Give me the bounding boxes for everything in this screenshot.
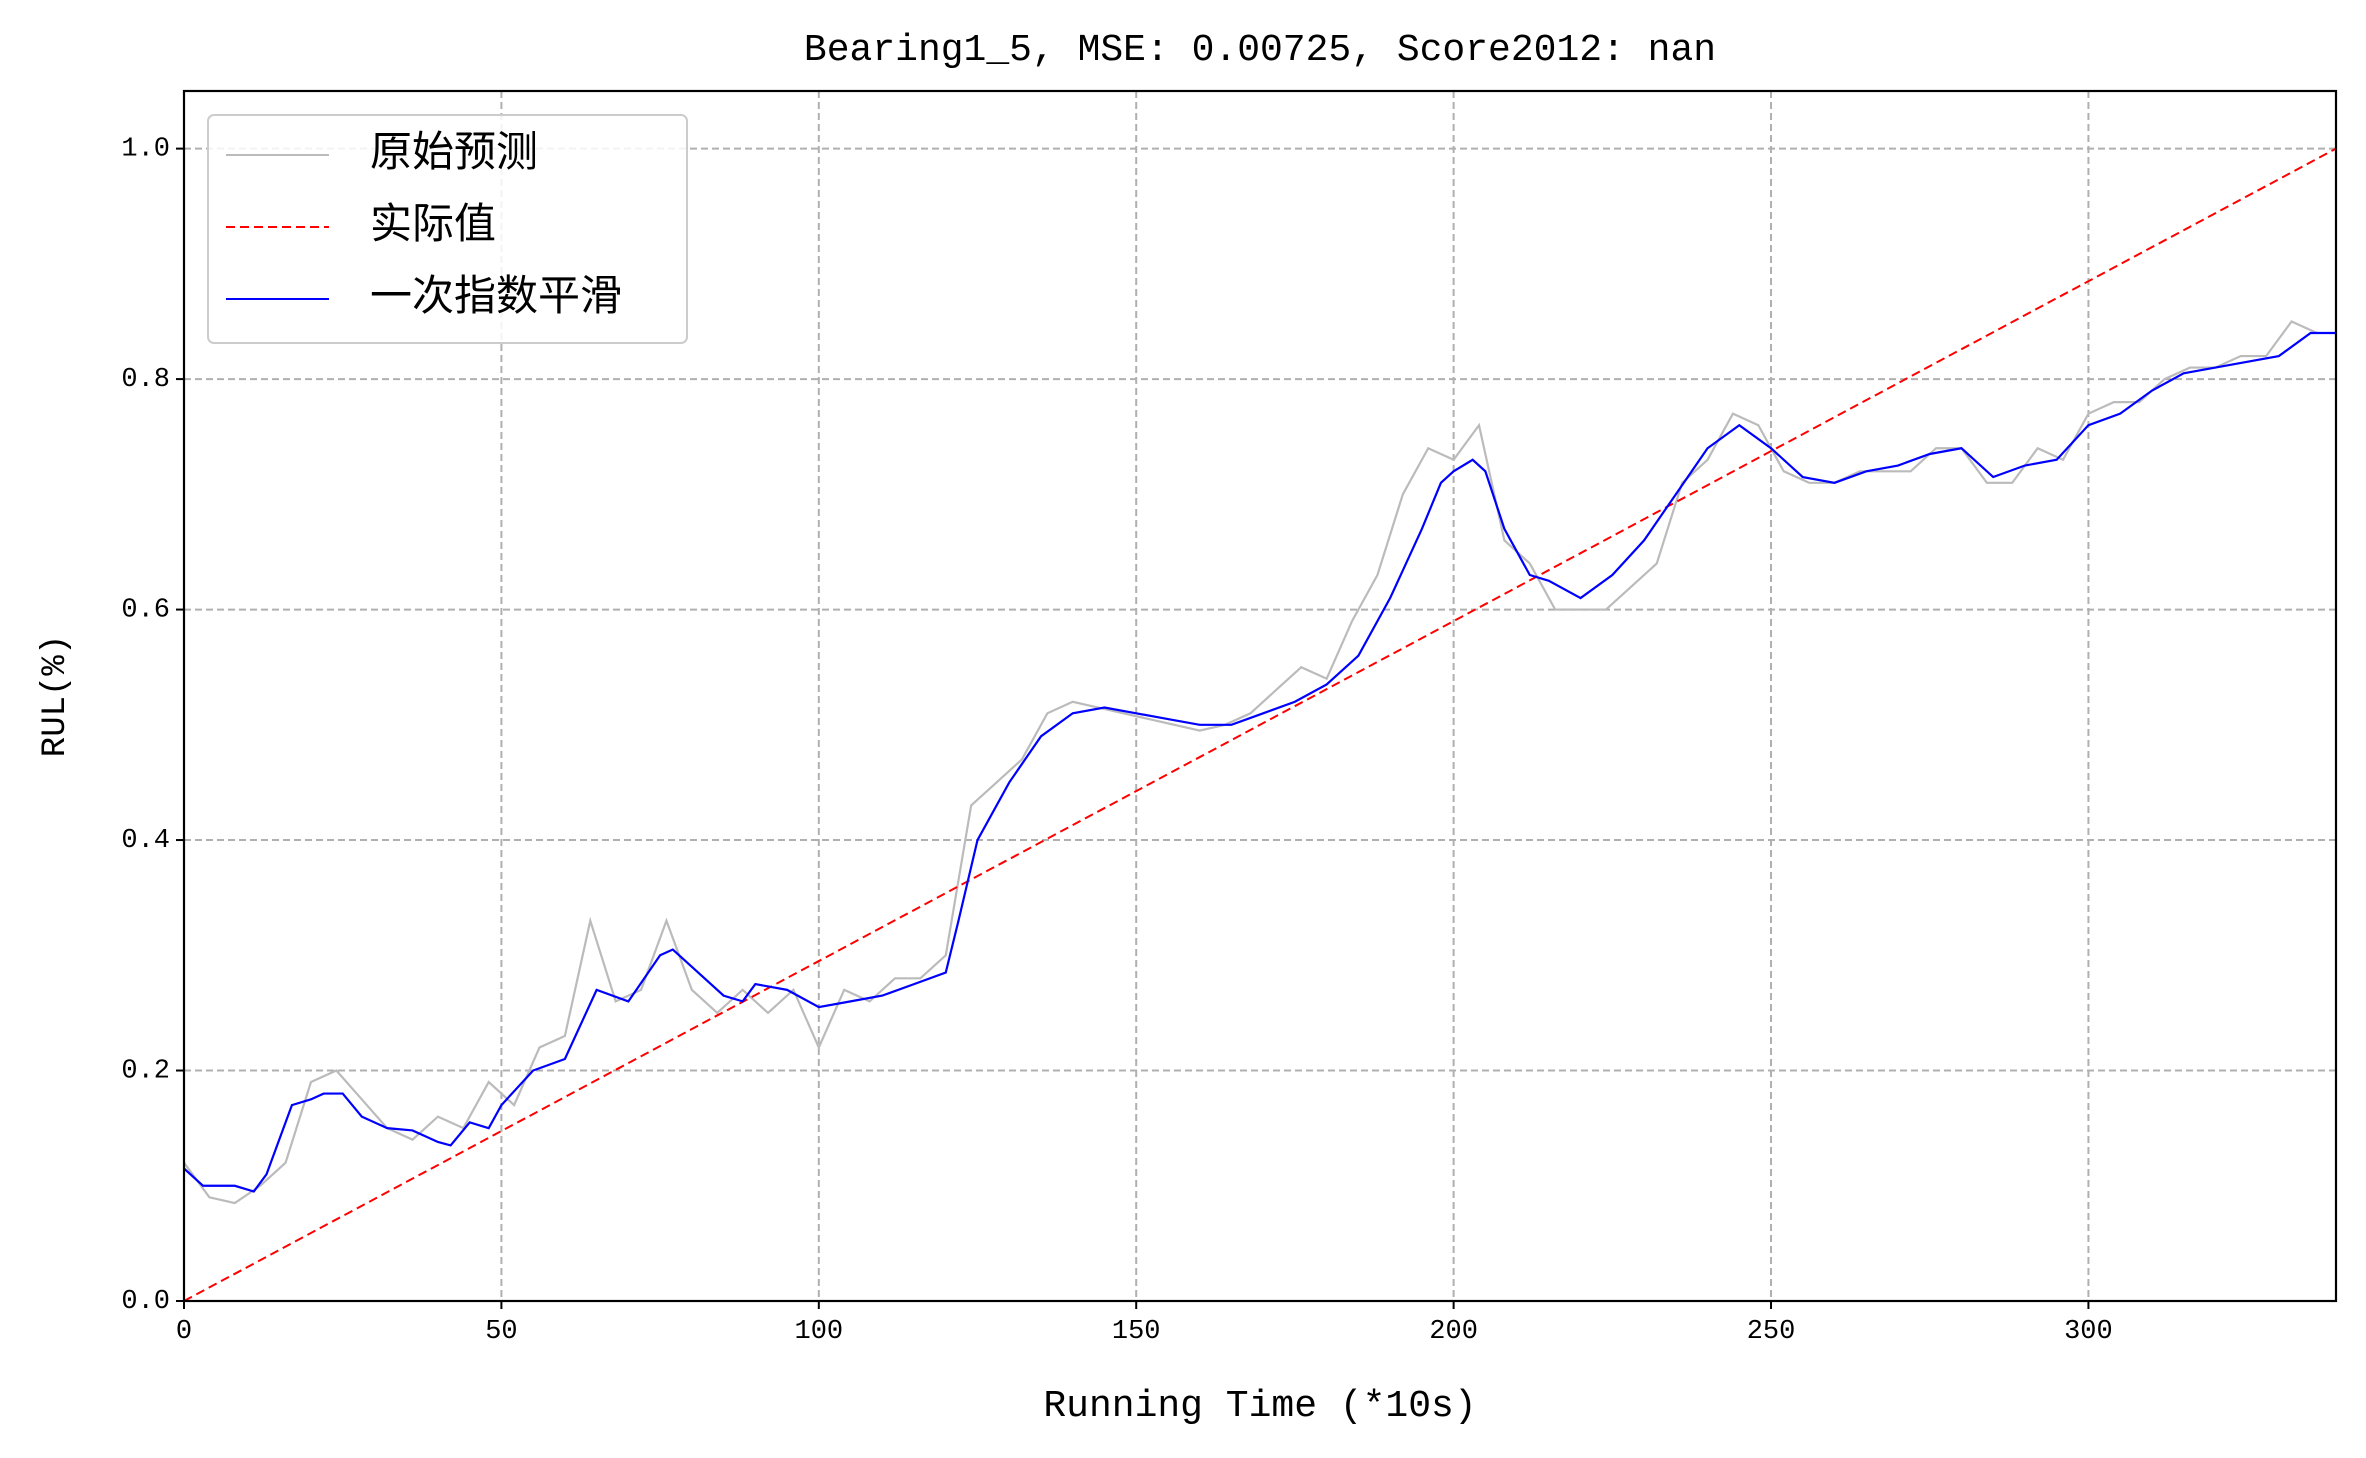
x-tick-label: 150 [1112,1317,1161,1347]
x-axis-label: Running Time (*10s) [1043,1385,1476,1428]
x-tick-label: 0 [176,1317,192,1347]
x-tick-label: 200 [1429,1317,1478,1347]
chart-title: Bearing1_5, MSE: 0.00725, Score2012: nan [804,29,1716,72]
y-tick-label: 0.0 [121,1287,170,1317]
x-tick-label: 300 [2064,1317,2113,1347]
series-line [184,147,2336,1301]
y-tick-label: 0.6 [121,596,170,626]
x-tick-label: 50 [485,1317,517,1347]
plot-frame [182,89,2338,1303]
x-tick-label: 250 [1747,1317,1796,1347]
y-tick-label: 0.8 [121,365,170,395]
legend-label: 一次指数平滑 [370,274,622,323]
x-tick-label: 100 [795,1317,844,1347]
y-axis-label: RUL(%) [37,635,75,757]
y-tick-label: 1.0 [121,135,170,165]
legend-box [207,114,688,344]
y-tick-label: 0.2 [121,1057,170,1087]
legend-label: 实际值 [370,201,496,251]
y-tick-label: 0.4 [121,826,170,856]
series-line [184,331,2336,1193]
legend-label: 原始预测 [370,130,538,179]
